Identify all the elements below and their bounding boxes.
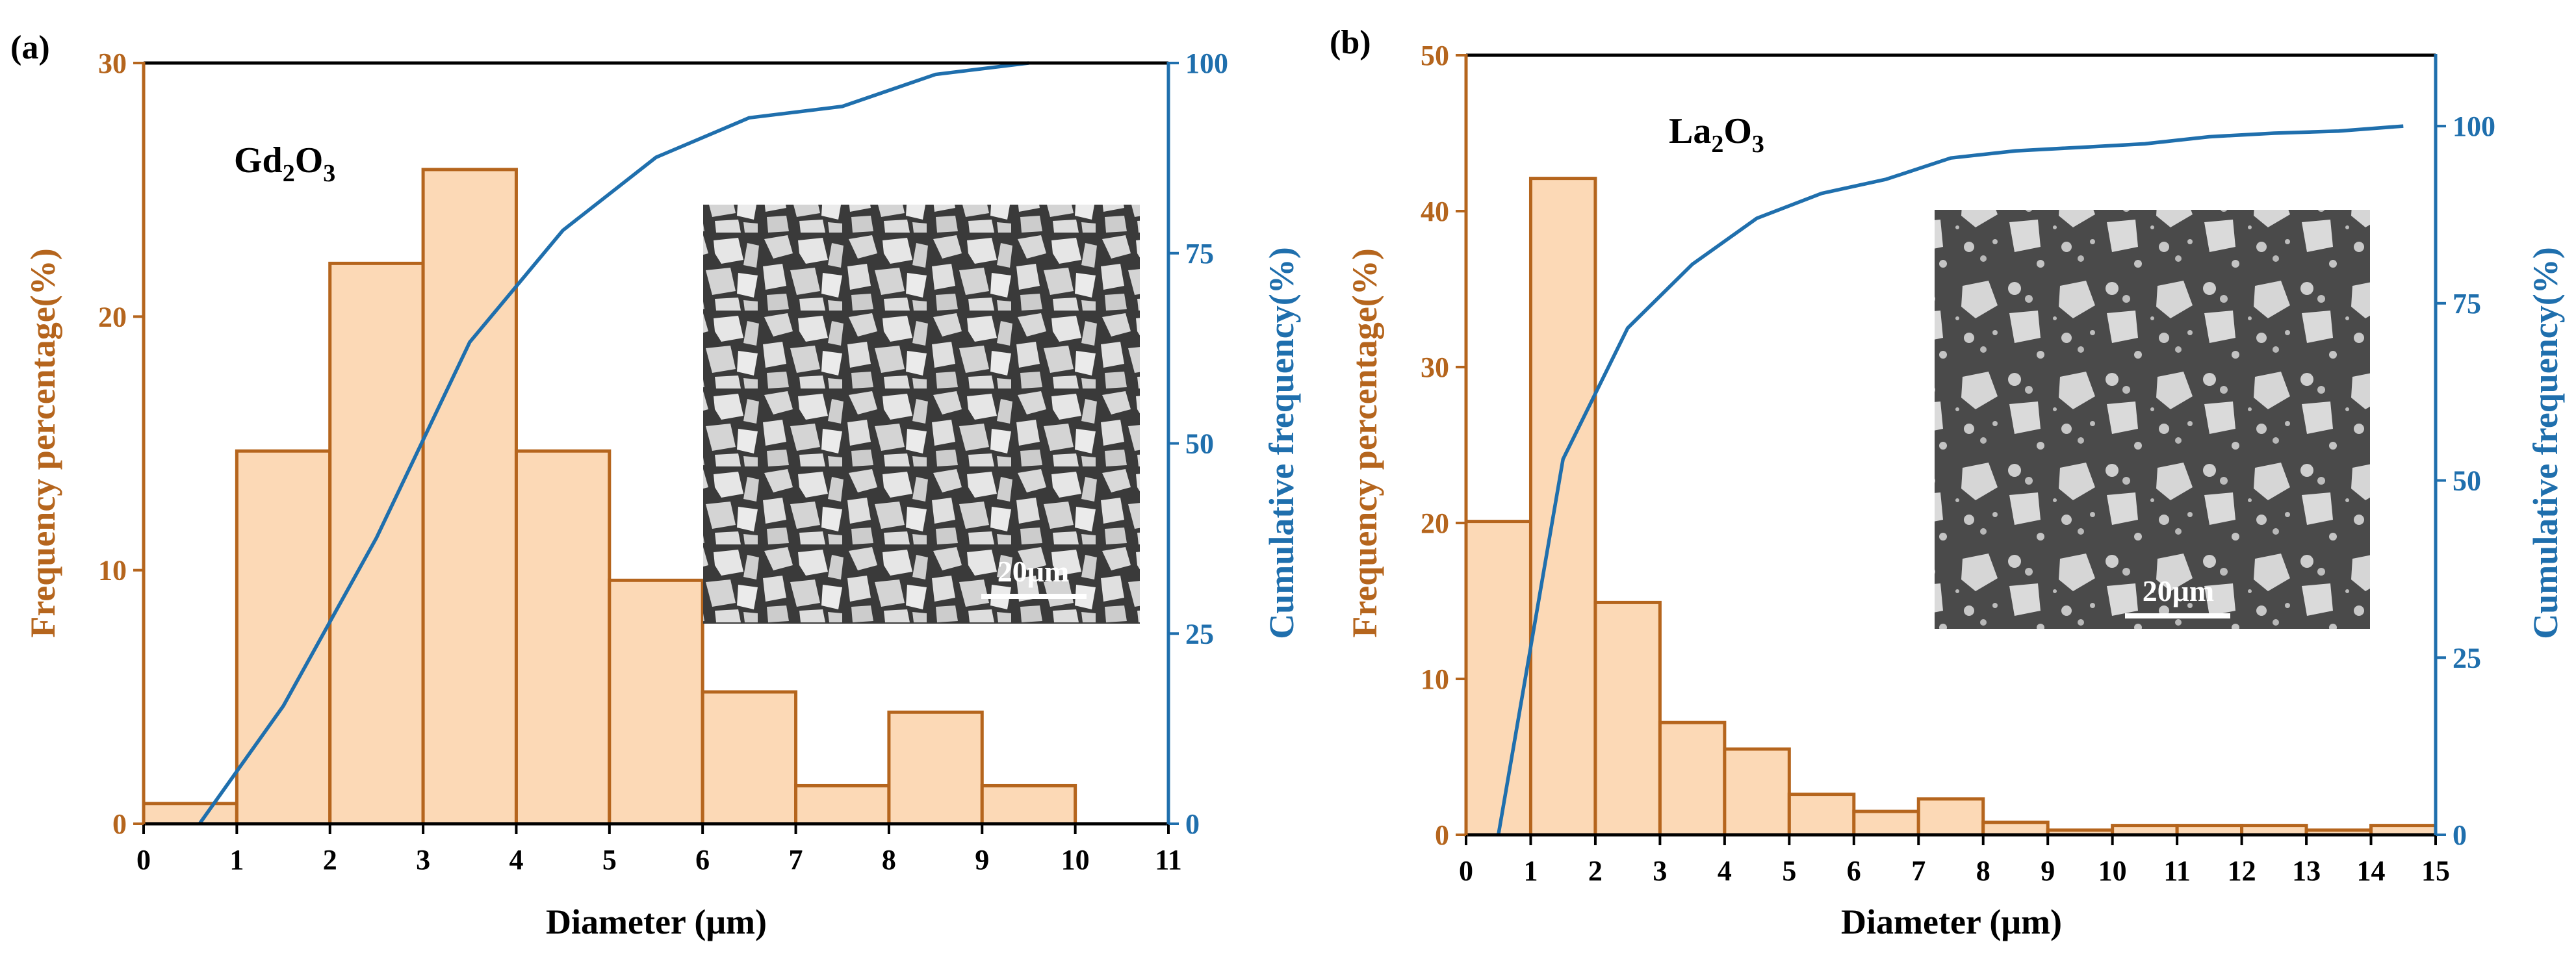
y2-tick-label: 50 xyxy=(2453,465,2481,497)
left-y-axis-label: Frequency percentage(%) xyxy=(23,248,62,637)
cumulative-frequency-line xyxy=(1497,124,2404,835)
sample-label: La2O3 xyxy=(1669,111,1764,158)
x-tick-label: 11 xyxy=(2163,855,2191,887)
bar xyxy=(235,449,332,826)
bar xyxy=(1981,821,2050,837)
y-tick-label: 40 xyxy=(1421,196,1449,227)
left-y-axis-label: Frequency percentage(%) xyxy=(1345,248,1384,637)
x-tick-label: 7 xyxy=(789,844,803,876)
x-tick-label: 6 xyxy=(1847,855,1861,887)
y-tick-label: 10 xyxy=(98,555,127,587)
x-tick-label: 4 xyxy=(509,844,523,876)
x-axis-label: Diameter (μm) xyxy=(546,902,767,941)
bar xyxy=(794,783,891,826)
x-tick-label: 3 xyxy=(1653,855,1667,887)
y-tick-label: 20 xyxy=(98,301,127,333)
x-tick-label: 8 xyxy=(1976,855,1990,887)
sample-label: Gd2O3 xyxy=(234,140,335,187)
y-tick-label: 0 xyxy=(112,808,127,840)
x-tick-label: 0 xyxy=(1459,855,1473,887)
sem-inset-image: 20μm xyxy=(703,205,1140,624)
y2-tick-label: 50 xyxy=(1185,428,1214,460)
y2-tick-label: 25 xyxy=(2453,642,2481,674)
x-tick-label: 1 xyxy=(1523,855,1538,887)
x-tick-label: 3 xyxy=(416,844,430,876)
cumulative-frequency-line xyxy=(198,61,1029,825)
y2-tick-label: 0 xyxy=(1185,808,1200,840)
panel-b: (b) 20μm 0 1 2 3 4 5 6 7 8 9 10 11 12 13 14 15 01020304… xyxy=(1330,24,2565,941)
scale-bar-label: 20μm xyxy=(998,555,1069,588)
y-tick-label: 10 xyxy=(1421,663,1449,695)
bar xyxy=(1658,720,1727,837)
x-tick-label: 5 xyxy=(602,844,617,876)
x-tick-label: 12 xyxy=(2228,855,2256,887)
y-tick-label: 0 xyxy=(1435,819,1449,851)
bar xyxy=(1852,809,1920,837)
y2-tick-label: 100 xyxy=(2453,110,2495,142)
right-y-tick-labels: 0 25 50 75 100 xyxy=(2436,110,2495,851)
x-tick-label: 7 xyxy=(1911,855,1926,887)
bar xyxy=(1528,177,1597,837)
x-tick-label: 11 xyxy=(1155,844,1182,876)
y2-tick-label: 0 xyxy=(2453,819,2467,851)
x-tick-label: 2 xyxy=(323,844,337,876)
scale-bar-label: 20μm xyxy=(2143,574,2214,607)
x-axis-label: Diameter (μm) xyxy=(1841,902,2062,941)
y-tick-label: 30 xyxy=(1421,351,1449,383)
histogram-bars xyxy=(142,168,1077,826)
x-tick-label: 1 xyxy=(229,844,244,876)
y2-tick-label: 75 xyxy=(2453,288,2481,320)
bar xyxy=(421,168,518,826)
panel-a: (a) 20μm 0 1 2 3 4 5 6 7 8 9 10 11 0 10 20 30 0 25 50 75 1… xyxy=(10,29,1301,941)
panel-label-a: (a) xyxy=(10,29,50,66)
right-y-axis-label: Cumulative frequency(%) xyxy=(2526,247,2565,639)
y2-tick-label: 75 xyxy=(1185,238,1214,270)
x-tick-label: 4 xyxy=(1718,855,1732,887)
right-y-tick-labels: 0 25 50 75 100 xyxy=(1168,47,1228,840)
x-tick-label: 14 xyxy=(2357,855,2386,887)
right-y-axis-label: Cumulative frequency(%) xyxy=(1262,247,1301,639)
bar xyxy=(514,449,612,826)
y-tick-label: 50 xyxy=(1421,40,1449,71)
bar xyxy=(1464,520,1532,837)
x-tick-labels: 0 1 2 3 4 5 6 7 8 9 10 11 xyxy=(136,824,1182,876)
left-y-tick-labels: 0 10 20 30 xyxy=(98,47,144,840)
bar xyxy=(328,261,425,826)
x-tick-label: 15 xyxy=(2421,855,2450,887)
y2-tick-label: 100 xyxy=(1185,47,1228,79)
x-tick-label: 9 xyxy=(2041,855,2055,887)
bar xyxy=(1787,793,1856,837)
bar xyxy=(1723,747,1791,837)
bar xyxy=(701,690,798,826)
x-tick-label: 9 xyxy=(975,844,989,876)
x-tick-label: 6 xyxy=(695,844,710,876)
x-tick-label: 10 xyxy=(2098,855,2127,887)
bar xyxy=(980,783,1077,826)
sem-inset-image: 20μm xyxy=(1935,210,2370,629)
y-tick-label: 20 xyxy=(1421,507,1449,539)
bar xyxy=(142,802,238,826)
y2-tick-label: 25 xyxy=(1185,618,1214,650)
bar xyxy=(1593,600,1662,837)
x-tick-label: 13 xyxy=(2292,855,2321,887)
x-tick-labels: 0 1 2 3 4 5 6 7 8 9 10 11 12 13 14 15 xyxy=(1459,835,2450,887)
panel-label-b: (b) xyxy=(1330,24,1371,61)
bar xyxy=(887,710,984,826)
bar xyxy=(1916,797,1985,837)
x-tick-label: 10 xyxy=(1061,844,1090,876)
bar xyxy=(608,578,704,826)
x-tick-label: 5 xyxy=(1782,855,1796,887)
x-tick-label: 8 xyxy=(882,844,896,876)
x-tick-label: 0 xyxy=(136,844,151,876)
y-tick-label: 30 xyxy=(98,47,127,79)
left-y-tick-labels: 0 10 20 30 40 50 xyxy=(1421,40,1466,851)
x-tick-label: 2 xyxy=(1588,855,1603,887)
